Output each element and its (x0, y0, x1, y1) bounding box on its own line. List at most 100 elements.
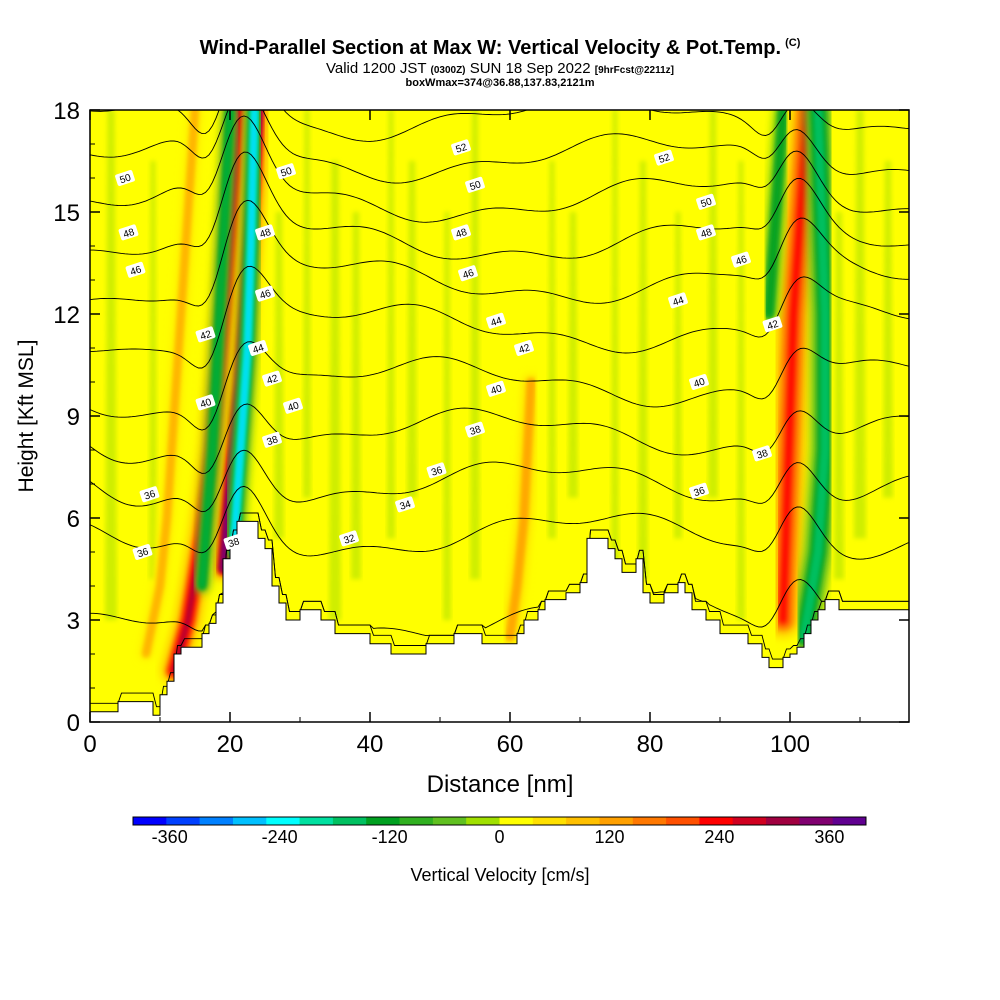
y-tick-label: 3 (67, 608, 80, 635)
ascent-band-3 (780, 110, 811, 623)
isentrope-line (90, 341, 909, 431)
isentrope-label: 40 (195, 394, 216, 411)
isentrope-label: 50 (696, 193, 716, 210)
isentrope-label: 38 (465, 421, 485, 438)
box-info: boxWmax=374@36.88,137.83,2121m (405, 77, 595, 89)
isentrope-label-bg (339, 530, 359, 547)
isentrope-line (90, 512, 909, 637)
colorbar-tick-label: 120 (594, 827, 624, 847)
isentrope-label-text: 36 (136, 546, 150, 560)
isentrope-label-text: 50 (279, 166, 293, 180)
y-tick-label: 6 (67, 506, 80, 533)
isentrope-label: 44 (668, 292, 688, 309)
colorbar-swatch (699, 817, 734, 825)
isentrope-label-text: 42 (517, 342, 531, 356)
isentrope-label: 46 (458, 265, 478, 282)
isentrope-line (200, 110, 204, 111)
field-texture-streak (329, 161, 341, 620)
colorbar-swatch (666, 817, 700, 825)
colorbar-tick-label: 360 (814, 827, 844, 847)
isentrope-label-text: 46 (258, 288, 272, 302)
isentrope-label: 50 (465, 176, 485, 193)
colorbar-tick-label: -360 (152, 827, 188, 847)
colorbar-swatch (233, 817, 267, 825)
colorbar-tick-label: 0 (494, 827, 504, 847)
isentrope-label: 42 (262, 370, 282, 387)
isentrope-label: 40 (283, 397, 303, 414)
isentrope-label-bg (276, 163, 296, 180)
isentrope-label: 36 (132, 544, 153, 560)
isentrope-label-bg (115, 170, 135, 186)
field-texture-streak (387, 110, 395, 539)
isentrope-label-text: 44 (671, 295, 685, 309)
colorbar-swatch (799, 817, 834, 825)
colorbar-swatch (532, 817, 567, 825)
isentrope-label: 50 (276, 163, 296, 180)
isentrope-label-bg (762, 316, 783, 333)
field-texture-streak (351, 212, 361, 580)
isentrope-labels: 50 48 46 36 36 42 40 50 48 46 44 42 40 38 38 36 34 32 52 50… (115, 139, 783, 560)
isentrope-label-bg (426, 462, 447, 479)
isentrope-label-bg (654, 149, 674, 166)
valid-utc: (0300Z) (430, 65, 466, 76)
isentrope-line (90, 449, 909, 513)
isentrope-label: 36 (426, 462, 447, 479)
isentrope-label-bg (195, 326, 216, 343)
chart-title-text: Wind-Parallel Section at Max W: Vertical… (199, 37, 782, 59)
colorbar-tick-label: -120 (372, 827, 408, 847)
isentrope-line (90, 110, 909, 184)
isentrope-label-bg (696, 193, 716, 210)
isentrope-label-text: 48 (699, 227, 713, 241)
descent-band-3 (801, 110, 828, 640)
isentrope-label: 46 (125, 261, 146, 278)
colorbar-swatch (732, 817, 767, 825)
colorbar-swatch (332, 817, 367, 825)
isentrope-label-text: 38 (468, 424, 482, 438)
isentrope-label: 36 (139, 486, 160, 503)
colorbar-swatch (499, 817, 534, 825)
isentrope-label: 38 (262, 431, 282, 448)
colorbar-swatch (632, 817, 667, 825)
valid-time-line: Valid 1200 JST (0300Z) SUN 18 Sep 2022 [… (0, 60, 1000, 77)
y-tick-label: 12 (53, 302, 80, 329)
y-tick-label: 15 (53, 200, 80, 227)
isentrope-label: 50 (115, 170, 135, 186)
field-texture-streak (470, 110, 480, 580)
colorbar-swatch (466, 817, 500, 825)
isentrope-label-text: 46 (129, 264, 143, 278)
isentrope-label-text: 38 (227, 536, 241, 550)
colorbar-frame (132, 816, 867, 826)
isentropes (90, 110, 909, 708)
isentrope-label: 48 (255, 224, 275, 241)
chart-title: Wind-Parallel Section at Max W: Vertical… (0, 37, 1000, 60)
field-texture-streak (303, 110, 311, 498)
colorbar-swatch (766, 817, 800, 825)
forecast-info: [9hrFcst@2211z] (594, 65, 675, 76)
isentrope-label-bg (668, 292, 688, 309)
colorbar: -360 -240 -120 0 120 240 360 (132, 816, 867, 847)
isentrope-label-bg (451, 139, 471, 156)
isentrope-label: 42 (762, 316, 783, 333)
isentrope-label-bg (486, 312, 506, 329)
isentrope-label-text: 48 (258, 227, 272, 241)
isentrope-label-text: 36 (430, 465, 444, 479)
isentrope-label-text: 52 (454, 142, 468, 156)
colorbar-swatch (566, 817, 600, 825)
isentrope-label-text: 44 (251, 342, 265, 356)
isentrope-label-bg (696, 224, 716, 241)
descent-band-2 (201, 110, 231, 587)
light-green-texture (105, 110, 893, 620)
isentrope-label-text: 38 (755, 448, 769, 462)
isentrope-label-text: 36 (143, 489, 157, 503)
isentrope-label-bg (125, 261, 146, 278)
isentrope-label: 48 (696, 224, 716, 241)
isentrope-label-text: 38 (265, 434, 279, 448)
isentrope-label-bg (731, 251, 751, 268)
copyright-mark: (C) (785, 37, 801, 50)
isentrope-label-text: 50 (468, 179, 482, 193)
isentrope-label-bg (451, 224, 471, 241)
isentrope-label-text: 50 (699, 196, 713, 210)
isentrope-label-text: 32 (342, 533, 356, 547)
isentrope-label-bg (283, 397, 303, 414)
colorbar-swatch (299, 817, 334, 825)
